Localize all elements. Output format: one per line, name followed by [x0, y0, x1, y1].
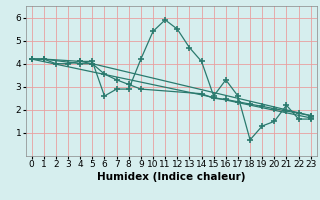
X-axis label: Humidex (Indice chaleur): Humidex (Indice chaleur) [97, 172, 245, 182]
